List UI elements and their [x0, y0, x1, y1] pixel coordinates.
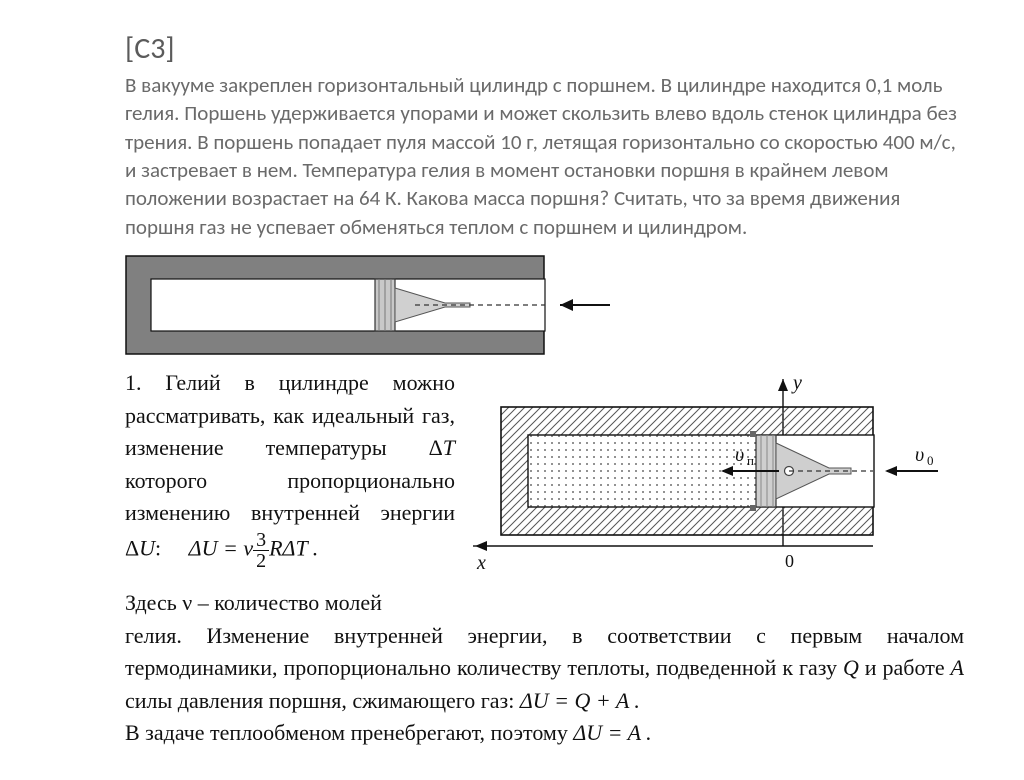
svg-text:п: п	[747, 453, 754, 468]
solution-continuation: Здесь ν – количество молей гелия. Измене…	[125, 587, 964, 750]
svg-text:υ: υ	[735, 444, 744, 466]
step2-text-b: гелия. Изменение внутренней энергии, в с…	[125, 623, 964, 681]
step2-text-c: и работе	[859, 655, 951, 680]
solution-step-1: 1. Гелий в цилиндре можно рассматривать,…	[125, 367, 455, 571]
step3-text: В задаче теплообменом пренебрегают, поэт…	[125, 720, 573, 745]
step2-text-d: силы давления поршня, сжимающего газ:	[125, 688, 520, 713]
diagram-cylinder-axes: y x 0	[473, 367, 964, 581]
problem-text: В вакууме закреплен горизонтальный цилин…	[125, 71, 964, 241]
svg-text:y: y	[791, 372, 802, 394]
solution-row: 1. Гелий в цилиндре можно рассматривать,…	[125, 367, 964, 581]
svg-text:0: 0	[785, 551, 794, 571]
problem-code: [C3]	[125, 30, 964, 67]
formula-du-qa: ΔU = Q + A .	[520, 688, 640, 713]
step2-line-a: Здесь ν – количество молей	[125, 587, 964, 620]
step1-text-c: :	[155, 535, 161, 560]
svg-text:υ: υ	[915, 444, 924, 466]
step1-text-a: 1. Гелий в цилиндре можно рассматривать,…	[125, 370, 455, 460]
formula-du-a: ΔU = A .	[573, 720, 651, 745]
svg-text:x: x	[476, 552, 486, 574]
page-container: [C3] В вакууме закреплен горизонтальный …	[0, 0, 1024, 780]
svg-text:0: 0	[927, 453, 934, 468]
diagram-cylinder-simple	[125, 255, 964, 355]
